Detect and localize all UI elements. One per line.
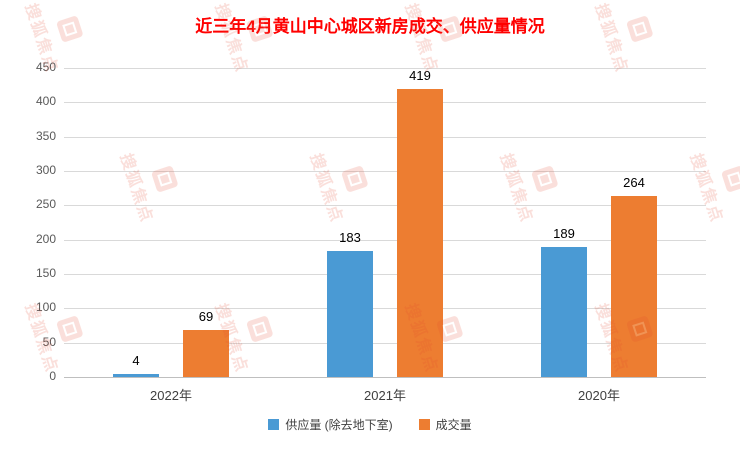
x-axis-line (64, 377, 706, 378)
gridline (64, 239, 706, 241)
gridline (64, 205, 706, 207)
bar-group: 183 419 (278, 68, 492, 377)
bar-value-label: 419 (409, 68, 431, 84)
gridline (64, 68, 706, 69)
bar-成交量-2022年: 69 (183, 309, 229, 377)
bar-value-label: 183 (339, 230, 361, 246)
legend-item: 供应量 (除去地下室) (268, 416, 393, 433)
y-axis-tick: 50 (42, 334, 56, 349)
bar-value-label: 264 (623, 174, 645, 190)
bar-groups: 4 69 183 419 189 264 (64, 68, 706, 377)
y-axis-tick: 0 (49, 369, 56, 383)
y-axis-tick: 450 (35, 60, 56, 74)
gridline (64, 102, 706, 104)
y-axis-tick: 100 (35, 300, 56, 315)
bar-value-label: 4 (132, 353, 140, 369)
bar-value-label: 69 (198, 308, 214, 324)
y-axis-tick: 400 (35, 94, 56, 109)
y-axis-tick: 300 (35, 163, 56, 177)
x-axis-labels: 2022年 2021年 2020年 (64, 385, 706, 404)
legend-label: 供应量 (除去地下室) (285, 418, 393, 432)
gridline (64, 274, 706, 275)
bar-成交量-2020年: 264 (611, 175, 657, 377)
legend-swatch (268, 419, 280, 430)
gridline (64, 342, 706, 344)
bar-group: 4 69 (64, 68, 278, 377)
gridline (64, 171, 706, 172)
x-axis-label: 2021年 (364, 388, 406, 403)
sohu-focus-logo-icon (720, 165, 740, 193)
legend: 供应量 (除去地下室) 成交量 (0, 416, 740, 433)
x-axis-label: 2020年 (578, 388, 620, 403)
plot-area: 4 69 183 419 189 264 0 50 100 150 200 250 300 350 400… (36, 60, 706, 383)
y-axis-tick: 200 (35, 231, 56, 246)
gridline (64, 136, 706, 138)
chart-title: 近三年4月黄山中心城区新房成交、供应量情况 (195, 17, 545, 36)
bar-value-label: 189 (553, 226, 575, 242)
y-axis-tick: 150 (35, 266, 56, 280)
bar-group: 189 264 (492, 68, 706, 377)
bar-供应量 (除去地下室)-2021年: 183 (327, 230, 373, 377)
legend-label: 成交量 (435, 418, 472, 432)
legend-item: 成交量 (418, 416, 472, 433)
legend-swatch (418, 419, 430, 430)
y-axis-tick: 350 (35, 128, 56, 143)
bar-供应量 (除去地下室)-2022年: 4 (113, 353, 159, 377)
bar-供应量 (除去地下室)-2020年: 189 (541, 226, 587, 377)
y-axis-tick: 250 (35, 197, 56, 212)
bar-成交量-2021年: 419 (397, 68, 443, 377)
gridline (64, 308, 706, 310)
x-axis-label: 2022年 (150, 388, 192, 403)
